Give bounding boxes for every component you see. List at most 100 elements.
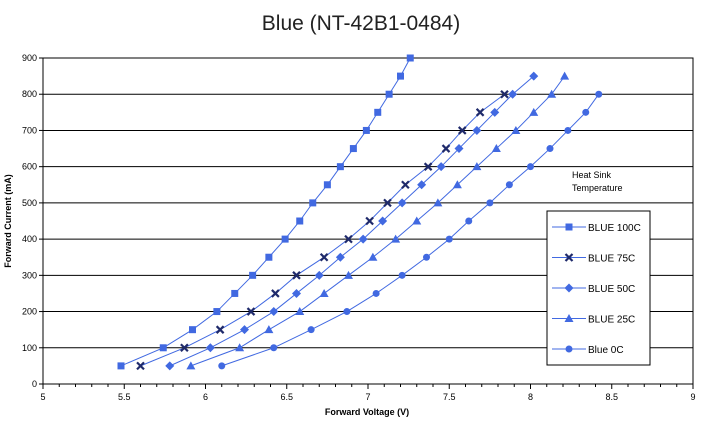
data-point (335, 252, 345, 262)
series-1 (136, 89, 509, 371)
legend-label: BLUE 50C (588, 284, 635, 295)
data-point (564, 126, 572, 134)
data-point (454, 144, 464, 154)
x-marker-stroke (564, 253, 574, 262)
legend-marker (565, 345, 573, 353)
data-point (452, 180, 462, 189)
legend: BLUE 100C BLUE 75C BLUE 50C BLUE 25C Blue 0C (546, 210, 651, 366)
x-marker-stroke (292, 271, 301, 280)
x-marker-stroke (401, 180, 410, 190)
y-tick-label: 600 (22, 162, 37, 172)
legend-marker (564, 283, 574, 293)
legend-marker (564, 253, 574, 262)
data-point (271, 289, 280, 298)
y-tick-label: 500 (22, 198, 37, 208)
y-tick-label: 400 (22, 234, 37, 244)
annotation-line-2: Temperature (572, 183, 623, 193)
data-point (383, 198, 392, 208)
x-marker-stroke (475, 108, 485, 117)
legend-marker (565, 223, 573, 231)
series-line (221, 93, 600, 367)
data-point (319, 288, 329, 297)
data-point (385, 90, 393, 98)
y-tick-label: 100 (22, 343, 37, 353)
series-line (140, 93, 505, 367)
x-marker-stroke (344, 234, 353, 244)
x-marker-stroke (136, 361, 145, 371)
data-point (582, 108, 590, 116)
data-point (511, 125, 521, 134)
data-point (490, 107, 500, 117)
x-marker-stroke (319, 252, 329, 262)
legend-marker (564, 314, 574, 322)
data-point (472, 162, 482, 171)
y-tick-label: 900 (22, 53, 37, 63)
data-point (505, 181, 513, 189)
data-point (292, 271, 301, 280)
data-point (378, 216, 388, 226)
data-point (136, 361, 145, 371)
data-point (281, 235, 289, 243)
data-point (397, 72, 404, 80)
data-point (527, 163, 534, 171)
data-point (189, 326, 196, 334)
x-axis-label: Forward Voltage (V) (325, 407, 409, 417)
series-line (120, 57, 411, 367)
data-point (368, 252, 378, 261)
x-marker-stroke (365, 216, 374, 226)
x-tick-label: 6.5 (280, 392, 293, 402)
data-point (500, 89, 509, 99)
legend-label: BLUE 75C (588, 254, 635, 265)
data-point (165, 361, 175, 371)
x-tick-label: 7 (365, 392, 370, 402)
data-point (417, 180, 427, 190)
gridlines (43, 93, 693, 349)
data-point (465, 217, 473, 225)
data-point (117, 362, 125, 370)
series-layer (117, 54, 603, 371)
x-marker-stroke (457, 126, 467, 135)
data-point (491, 144, 501, 153)
y-tick-label: 700 (22, 125, 37, 135)
axes: 0 100 200 300 400 500 600 700 800 900 5 5.5 6 6.5 7 7.5… (22, 53, 696, 402)
x-tick-label: 8 (528, 392, 533, 402)
data-point (307, 326, 315, 334)
data-point (296, 217, 304, 225)
y-axis-label: Forward Current (mA) (3, 174, 13, 268)
data-point (314, 270, 324, 280)
data-point (344, 234, 353, 244)
data-point (560, 71, 570, 80)
data-point (344, 270, 353, 279)
data-point (445, 235, 453, 243)
x-tick-label: 7.5 (443, 392, 456, 402)
legend-label: BLUE 25C (588, 315, 635, 326)
x-marker-stroke (441, 144, 451, 153)
data-point (508, 89, 518, 99)
y-tick-label: 0 (32, 379, 37, 389)
data-point (159, 344, 167, 352)
series-line (169, 75, 535, 367)
data-point (397, 198, 407, 208)
x-marker-stroke (500, 89, 509, 99)
data-point (529, 107, 539, 116)
x-tick-label: 5 (40, 392, 45, 402)
annotation-line-1: Heat Sink (572, 170, 612, 180)
x-marker-stroke (271, 289, 280, 298)
data-point (249, 271, 257, 279)
data-point (358, 234, 368, 244)
data-point (295, 307, 305, 316)
data-point (270, 344, 278, 352)
chart-title: Blue (NT-42B1-0484) (262, 12, 460, 35)
data-point (265, 253, 273, 261)
data-point (595, 90, 603, 98)
series-4 (218, 90, 603, 370)
data-point (215, 325, 225, 334)
data-point (264, 325, 274, 334)
x-marker-stroke (215, 325, 225, 334)
series-0 (117, 54, 414, 370)
data-point (547, 89, 557, 98)
data-point (486, 199, 494, 207)
data-point (423, 253, 430, 261)
data-point (457, 126, 467, 135)
